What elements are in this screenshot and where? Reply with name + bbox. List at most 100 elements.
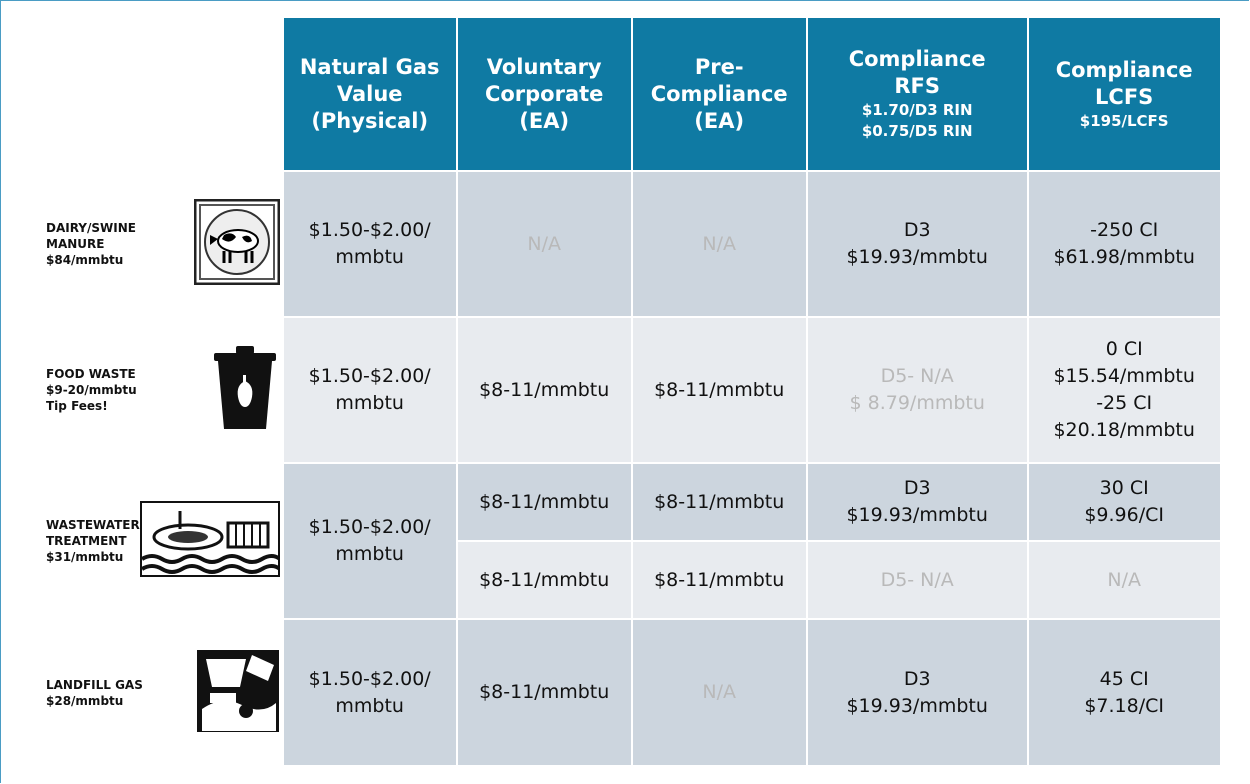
table-cell: N/A (1029, 542, 1220, 618)
text-line: 0 CI (1029, 336, 1220, 363)
text-line: $0.75/D5 RIN (808, 121, 1027, 142)
text-line: LANDFILL GAS (46, 677, 143, 693)
text-line: Tip Fees! (46, 398, 137, 414)
text-line: $31/mmbtu (46, 549, 140, 565)
table-cell: $1.50-$2.00/mmbtu (284, 318, 456, 462)
text-line: $19.93/mmbtu (808, 244, 1027, 271)
text-line: mmbtu (284, 693, 456, 720)
row-icon (194, 199, 280, 289)
row-label-box: LANDFILL GAS$28/mmbtu (30, 649, 282, 737)
table-row: WASTEWATERTREATMENT$31/mmbtu$1.50-$2.00/… (30, 464, 1220, 540)
row-icon (196, 649, 280, 737)
text-line: Pre- (633, 54, 806, 81)
text-line: N/A (633, 231, 806, 258)
corner-cell (30, 18, 282, 170)
row-icon (140, 501, 280, 581)
text-line: $61.98/mmbtu (1029, 244, 1220, 271)
text-line: $9-20/mmbtu (46, 382, 137, 398)
table-cell: N/A (633, 172, 806, 316)
table: Natural GasValue(Physical)VoluntaryCorpo… (28, 16, 1222, 767)
text-line: (EA) (633, 108, 806, 135)
text-line: $1.50-$2.00/ (284, 217, 456, 244)
table-cell: $8-11/mmbtu (458, 464, 631, 540)
row-label: FOOD WASTE$9-20/mmbtuTip Fees! (30, 318, 282, 462)
text-line: FOOD WASTE (46, 366, 137, 382)
row-label-text: LANDFILL GAS$28/mmbtu (46, 677, 143, 709)
text-line: -250 CI (1029, 217, 1220, 244)
table-cell: 0 CI$15.54/mmbtu-25 CI$20.18/mmbtu (1029, 318, 1220, 462)
text-line: DAIRY/SWINE (46, 220, 136, 236)
text-line: RFS (808, 73, 1027, 100)
text-line: WASTEWATER (46, 517, 140, 533)
table-cell: $8-11/mmbtu (458, 542, 631, 618)
table-cell: D3$19.93/mmbtu (808, 172, 1027, 316)
row-label-box: DAIRY/SWINEMANURE$84/mmbtu (30, 199, 282, 289)
page: {"table": { "headers": [ {"lines": ["Nat… (0, 0, 1250, 784)
row-icon (210, 343, 280, 437)
text-line: $15.54/mmbtu (1029, 363, 1220, 390)
text-line: N/A (1029, 567, 1220, 594)
text-line: $8-11/mmbtu (458, 679, 631, 706)
table-cell: D3$19.93/mmbtu (808, 464, 1027, 540)
table-cell: 30 CI$9.96/CI (1029, 464, 1220, 540)
table-cell: $8-11/mmbtu (458, 318, 631, 462)
text-line: $84/mmbtu (46, 252, 136, 268)
table-cell: $1.50-$2.00/mmbtu (284, 172, 456, 316)
text-line: N/A (633, 679, 806, 706)
text-line: $1.50-$2.00/ (284, 666, 456, 693)
text-line: $ 8.79/mmbtu (808, 390, 1027, 417)
text-line: $8-11/mmbtu (458, 489, 631, 516)
text-line: MANURE (46, 236, 136, 252)
text-line: $195/LCFS (1029, 111, 1220, 132)
text-line: $19.93/mmbtu (808, 693, 1027, 720)
table-cell: D5- N/A$ 8.79/mmbtu (808, 318, 1027, 462)
text-line: mmbtu (284, 541, 456, 568)
text-line: TREATMENT (46, 533, 140, 549)
text-line: N/A (458, 231, 631, 258)
text-line: Natural Gas (284, 54, 456, 81)
text-line: $1.50-$2.00/ (284, 514, 456, 541)
table-cell: D3$19.93/mmbtu (808, 620, 1027, 765)
text-line: D3 (808, 666, 1027, 693)
text-line: Compliance (633, 81, 806, 108)
text-line: $8-11/mmbtu (458, 377, 631, 404)
text-line: (EA) (458, 108, 631, 135)
table-cell: 45 CI$7.18/CI (1029, 620, 1220, 765)
text-line: mmbtu (284, 244, 456, 271)
table-cell: $1.50-$2.00/mmbtu (284, 620, 456, 765)
table-cell: $8-11/mmbtu (633, 542, 806, 618)
row-label: LANDFILL GAS$28/mmbtu (30, 620, 282, 765)
text-line: $1.70/D3 RIN (808, 100, 1027, 121)
text-line: $8-11/mmbtu (633, 567, 806, 594)
table-cell: $1.50-$2.00/mmbtu (284, 464, 456, 618)
table-cell: N/A (633, 620, 806, 765)
text-line: $1.50-$2.00/ (284, 363, 456, 390)
table-row: LANDFILL GAS$28/mmbtu $1.50-$2.00/mmbtu$8… (30, 620, 1220, 765)
text-line: -25 CI (1029, 390, 1220, 417)
text-line: $9.96/CI (1029, 502, 1220, 529)
text-line: $7.18/CI (1029, 693, 1220, 720)
text-line: Corporate (458, 81, 631, 108)
table-cell: -250 CI$61.98/mmbtu (1029, 172, 1220, 316)
text-line: 30 CI (1029, 475, 1220, 502)
table-cell: $8-11/mmbtu (458, 620, 631, 765)
text-line: LCFS (1029, 84, 1220, 111)
text-line: 45 CI (1029, 666, 1220, 693)
text-line: (Physical) (284, 108, 456, 135)
text-line: D3 (808, 475, 1027, 502)
table-cell: $8-11/mmbtu (633, 464, 806, 540)
text-line: D5- N/A (808, 567, 1027, 594)
text-line: Compliance (1029, 57, 1220, 84)
text-line: Value (284, 81, 456, 108)
column-header: VoluntaryCorporate(EA) (458, 18, 631, 170)
text-line: Compliance (808, 46, 1027, 73)
text-line: D5- N/A (808, 363, 1027, 390)
